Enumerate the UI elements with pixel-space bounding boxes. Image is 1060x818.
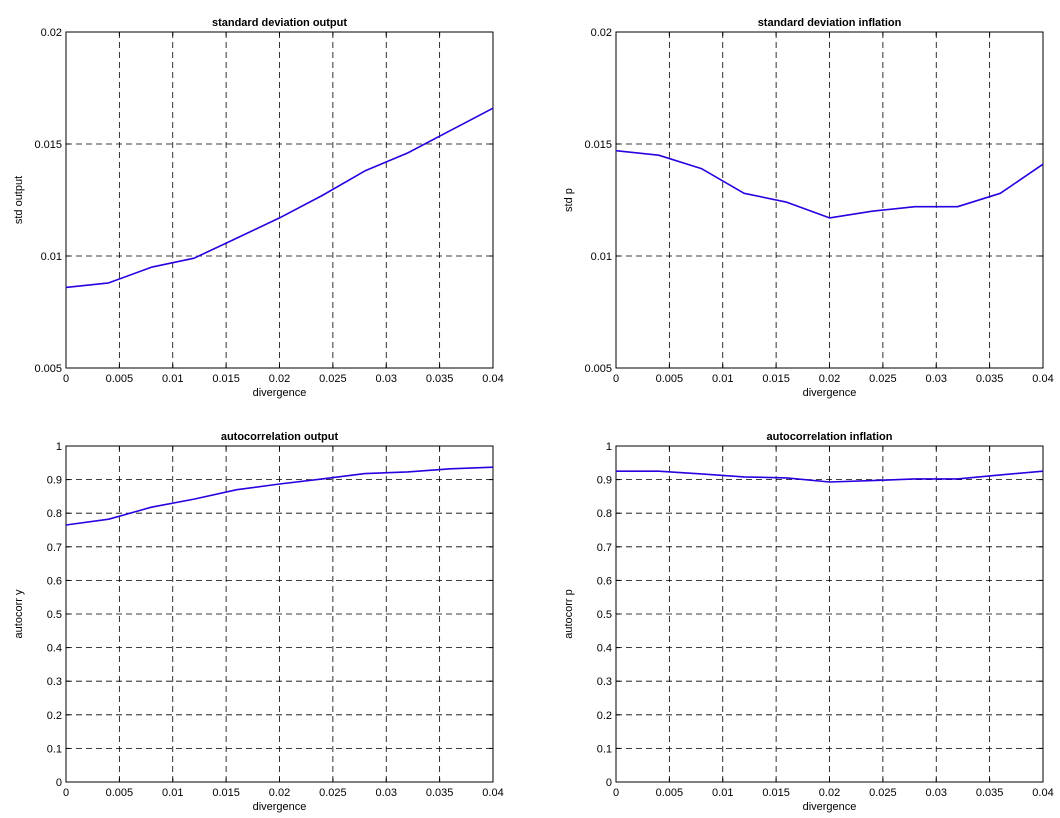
grid	[66, 32, 493, 368]
y-tick-label: 0.6	[47, 575, 62, 587]
y-tick-label: 0.005	[584, 363, 612, 375]
x-tick-label: 0.01	[162, 787, 183, 799]
x-tick-label: 0.025	[319, 787, 347, 799]
series-line	[616, 470, 1044, 483]
ticks: 0 0.005 0.01 0.015 0.02 0.025 0.03 0.035 0.04 0 0.…	[47, 441, 504, 799]
y-tick-label: 0.01	[41, 251, 62, 263]
x-axis-label: divergence	[803, 801, 857, 813]
y-tick-label: 0	[606, 777, 612, 789]
x-tick-label: 0.03	[376, 787, 397, 799]
x-tick-label: 0.005	[106, 373, 134, 385]
y-tick-label: 1	[606, 441, 612, 453]
plot-title: autocorrelation inflation	[767, 431, 893, 443]
x-axis-label: divergence	[803, 387, 857, 399]
y-tick-label: 0.5	[47, 609, 62, 621]
plot-title: standard deviation inflation	[758, 17, 902, 29]
x-tick-label: 0.04	[1032, 787, 1053, 799]
y-tick-label: 0.3	[597, 676, 612, 688]
y-tick-label: 0.4	[47, 643, 62, 655]
ticks: 0 0.005 0.01 0.015 0.02 0.025 0.03 0.035 0.040.0…	[584, 27, 1053, 385]
grid	[616, 446, 1043, 782]
x-axis-label: divergence	[253, 387, 307, 399]
x-tick-label: 0.025	[319, 373, 347, 385]
x-tick-label: 0.04	[482, 787, 503, 799]
x-tick-label: 0.015	[762, 787, 790, 799]
x-tick-label: 0.035	[426, 373, 454, 385]
x-tick-label: 0.02	[269, 787, 290, 799]
x-tick-label: 0.04	[482, 373, 503, 385]
x-tick-label: 0.02	[269, 373, 290, 385]
y-tick-label: 0.9	[597, 475, 612, 487]
x-tick-label: 0.03	[926, 787, 947, 799]
y-axis-label: autocorr p	[563, 589, 575, 639]
x-tick-label: 0.02	[819, 787, 840, 799]
y-tick-label: 0.2	[597, 710, 612, 722]
x-tick-label: 0.035	[976, 787, 1004, 799]
x-tick-label: 0.015	[762, 373, 790, 385]
x-tick-label: 0.01	[712, 787, 733, 799]
panel-autocorr-output: 0 0.005 0.01 0.015 0.02 0.025 0.03 0.035 0.04 0 0.…	[13, 431, 504, 813]
x-tick-label: 0.02	[819, 373, 840, 385]
y-tick-label: 0.2	[47, 710, 62, 722]
x-tick-label: 0.01	[712, 373, 733, 385]
x-axis-label: divergence	[253, 801, 307, 813]
series	[65, 466, 494, 526]
y-tick-label: 0.8	[597, 508, 612, 520]
x-tick-label: 0	[613, 787, 619, 799]
y-tick-label: 0.02	[591, 27, 612, 39]
y-axis-label: std p	[563, 188, 575, 212]
series	[615, 149, 1044, 219]
grid	[66, 446, 493, 782]
y-tick-label: 0.8	[47, 508, 62, 520]
x-tick-label: 0.005	[656, 373, 684, 385]
x-tick-label: 0.035	[426, 787, 454, 799]
y-tick-label: 0.1	[597, 743, 612, 755]
x-tick-label: 0.035	[976, 373, 1004, 385]
panel-std-output: 0 0.005 0.01 0.015 0.02 0.025 0.03 0.035 0.040.0…	[13, 17, 504, 399]
y-tick-label: 0.7	[47, 542, 62, 554]
x-tick-label: 0	[613, 373, 619, 385]
y-tick-label: 0.015	[584, 139, 612, 151]
ticks: 0 0.005 0.01 0.015 0.02 0.025 0.03 0.035 0.04 0 0.…	[597, 441, 1054, 799]
x-tick-label: 0.025	[869, 373, 897, 385]
panel-autocorr-inflation: 0 0.005 0.01 0.015 0.02 0.025 0.03 0.035 0.04 0 0.…	[563, 431, 1054, 813]
y-tick-label: 0.7	[597, 542, 612, 554]
x-tick-label: 0.015	[212, 373, 240, 385]
y-tick-label: 0.3	[47, 676, 62, 688]
series	[65, 107, 494, 289]
plot-title: autocorrelation output	[221, 431, 339, 443]
x-tick-label: 0	[63, 787, 69, 799]
plot-title: standard deviation output	[212, 17, 347, 29]
x-tick-label: 0.03	[376, 373, 397, 385]
y-tick-label: 0.02	[41, 27, 62, 39]
x-tick-label: 0	[63, 373, 69, 385]
y-tick-label: 1	[56, 441, 62, 453]
y-axis-label: std output	[13, 176, 25, 224]
series-line	[65, 466, 494, 526]
series-line	[615, 149, 1044, 219]
panel-std-inflation: 0 0.005 0.01 0.015 0.02 0.025 0.03 0.035 0.040.0…	[563, 17, 1054, 399]
y-tick-label: 0.5	[597, 609, 612, 621]
x-tick-label: 0.01	[162, 373, 183, 385]
series-line	[65, 107, 494, 289]
y-tick-label: 0.4	[597, 643, 612, 655]
grid	[616, 32, 1043, 368]
y-tick-label: 0.01	[591, 251, 612, 263]
x-tick-label: 0.005	[656, 787, 684, 799]
x-tick-label: 0.025	[869, 787, 897, 799]
y-tick-label: 0.9	[47, 475, 62, 487]
y-tick-label: 0.015	[34, 139, 62, 151]
y-axis-label: autocorr y	[13, 589, 25, 638]
y-tick-label: 0.1	[47, 743, 62, 755]
y-tick-label: 0.005	[34, 363, 62, 375]
series	[616, 470, 1044, 483]
y-tick-label: 0	[56, 777, 62, 789]
x-tick-label: 0.015	[212, 787, 240, 799]
y-tick-label: 0.6	[597, 575, 612, 587]
x-tick-label: 0.03	[926, 373, 947, 385]
x-tick-label: 0.04	[1032, 373, 1053, 385]
x-tick-label: 0.005	[106, 787, 134, 799]
ticks: 0 0.005 0.01 0.015 0.02 0.025 0.03 0.035 0.040.0…	[34, 27, 503, 385]
